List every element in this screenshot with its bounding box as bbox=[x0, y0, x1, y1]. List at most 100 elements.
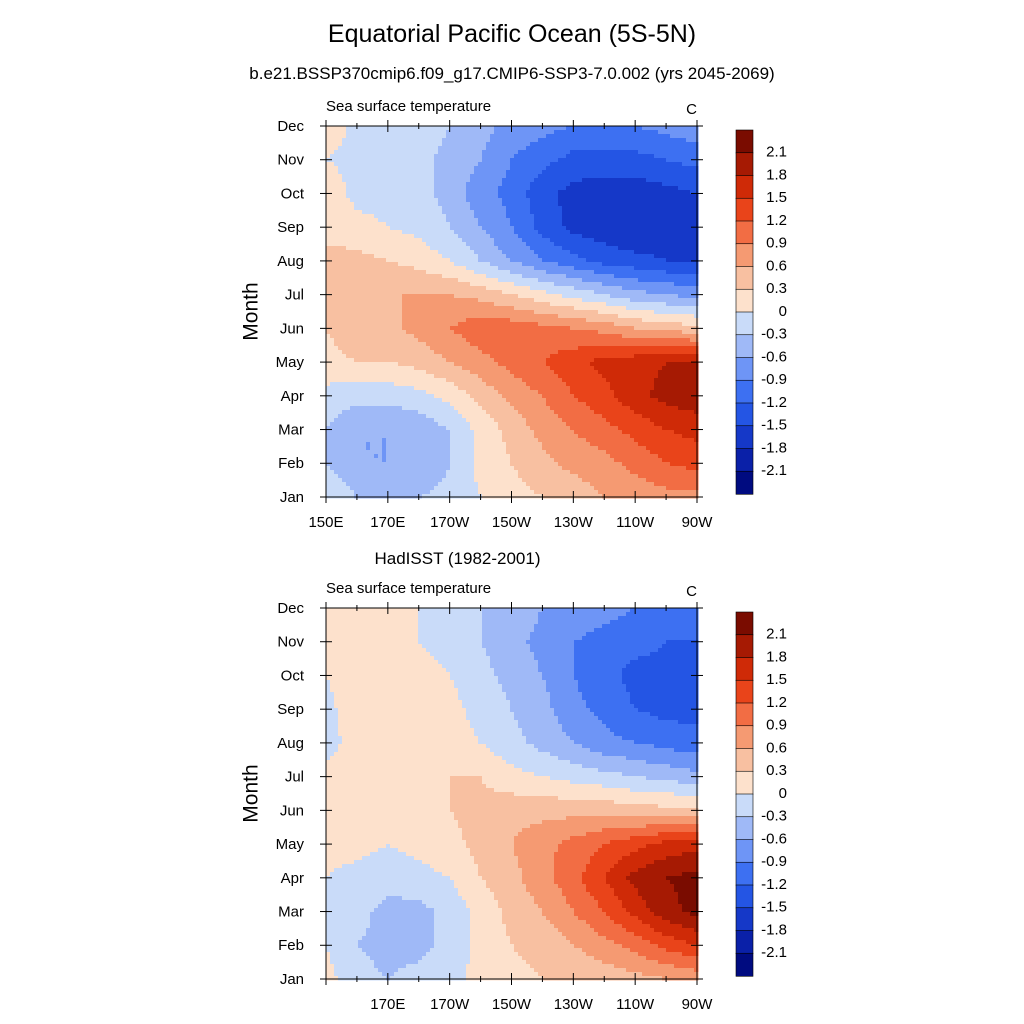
contour-cell bbox=[562, 166, 567, 171]
contour-cell bbox=[390, 250, 395, 255]
contour-cell bbox=[554, 314, 559, 319]
contour-cell bbox=[430, 146, 435, 151]
contour-cell bbox=[554, 126, 559, 131]
contour-cell bbox=[510, 234, 515, 239]
contour-cell bbox=[402, 130, 407, 135]
contour-cell bbox=[506, 150, 511, 155]
contour-cell bbox=[686, 202, 691, 207]
contour-cell bbox=[654, 330, 659, 335]
contour-cell bbox=[630, 146, 635, 151]
contour-cell bbox=[390, 230, 395, 235]
contour-cell bbox=[506, 234, 511, 239]
contour-cell bbox=[362, 314, 367, 319]
contour-cell bbox=[446, 190, 451, 195]
contour-cell bbox=[530, 322, 535, 327]
contour-cell bbox=[546, 318, 551, 323]
contour-cell bbox=[658, 182, 663, 187]
contour-cell bbox=[342, 130, 347, 135]
contour-cell bbox=[430, 226, 435, 231]
contour-cell bbox=[378, 330, 383, 335]
contour-cell bbox=[654, 314, 659, 319]
contour-cell bbox=[570, 310, 575, 315]
contour-cell bbox=[614, 314, 619, 319]
contour-cell bbox=[458, 282, 463, 287]
contour-cell bbox=[402, 234, 407, 239]
contour-cell bbox=[578, 214, 583, 219]
contour-cell bbox=[530, 250, 535, 255]
contour-cell bbox=[610, 310, 615, 315]
contour-cell bbox=[642, 278, 647, 283]
contour-cell bbox=[494, 282, 499, 287]
contour-cell bbox=[482, 126, 487, 131]
contour-cell bbox=[670, 154, 675, 159]
contour-cell bbox=[350, 194, 355, 199]
contour-cell bbox=[614, 166, 619, 171]
contour-cell bbox=[334, 274, 339, 279]
contour-cell bbox=[478, 270, 483, 275]
contour-cell bbox=[334, 126, 339, 131]
contour-cell bbox=[598, 254, 603, 259]
contour-cell bbox=[582, 246, 587, 251]
contour-cell bbox=[378, 258, 383, 263]
contour-cell bbox=[378, 186, 383, 191]
contour-cell bbox=[670, 230, 675, 235]
contour-cell bbox=[474, 198, 479, 203]
contour-cell bbox=[606, 186, 611, 191]
contour-cell bbox=[570, 318, 575, 323]
contour-cell bbox=[474, 250, 479, 255]
contour-cell bbox=[562, 154, 567, 159]
contour-cell bbox=[498, 234, 503, 239]
contour-cell bbox=[406, 162, 411, 167]
contour-cell bbox=[398, 310, 403, 315]
contour-cell bbox=[562, 246, 567, 251]
contour-cell bbox=[466, 214, 471, 219]
contour-cell bbox=[646, 270, 651, 275]
contour-cell bbox=[462, 290, 467, 295]
contour-cell bbox=[342, 278, 347, 283]
contour-cell bbox=[582, 250, 587, 255]
contour-cell bbox=[482, 150, 487, 155]
contour-cell bbox=[354, 170, 359, 175]
contour-cell bbox=[662, 166, 667, 171]
contour-cell bbox=[558, 334, 563, 339]
contour-cell bbox=[602, 170, 607, 175]
contour-cell bbox=[642, 206, 647, 211]
contour-cell bbox=[338, 274, 343, 279]
contour-cell bbox=[358, 234, 363, 239]
contour-cell bbox=[602, 266, 607, 271]
contour-cell bbox=[658, 150, 663, 155]
contour-cell bbox=[326, 298, 331, 303]
contour-cell bbox=[586, 174, 591, 179]
contour-cell bbox=[438, 274, 443, 279]
contour-cell bbox=[478, 206, 483, 211]
contour-cell bbox=[606, 130, 611, 135]
contour-cell bbox=[594, 190, 599, 195]
contour-cell bbox=[434, 138, 439, 143]
contour-cell bbox=[330, 262, 335, 267]
contour-cell bbox=[574, 226, 579, 231]
contour-cell bbox=[530, 166, 535, 171]
contour-cell bbox=[546, 262, 551, 267]
contour-cell bbox=[518, 226, 523, 231]
contour-cell bbox=[558, 126, 563, 131]
contour-cell bbox=[390, 126, 395, 131]
contour-cell bbox=[406, 198, 411, 203]
contour-cell bbox=[394, 222, 399, 227]
contour-cell bbox=[534, 318, 539, 323]
contour-cell bbox=[694, 206, 699, 211]
contour-cell bbox=[438, 226, 443, 231]
contour-cell bbox=[694, 238, 699, 243]
contour-cell bbox=[478, 274, 483, 279]
contour-cell bbox=[606, 242, 611, 247]
contour-cell bbox=[518, 182, 523, 187]
contour-cell bbox=[546, 330, 551, 335]
contour-cell bbox=[446, 138, 451, 143]
contour-cell bbox=[566, 154, 571, 159]
contour-cell bbox=[542, 262, 547, 267]
contour-cell bbox=[562, 158, 567, 163]
contour-cell bbox=[574, 286, 579, 291]
contour-cell bbox=[454, 306, 459, 311]
contour-cell bbox=[582, 162, 587, 167]
contour-cell bbox=[666, 126, 671, 131]
contour-cell bbox=[670, 214, 675, 219]
